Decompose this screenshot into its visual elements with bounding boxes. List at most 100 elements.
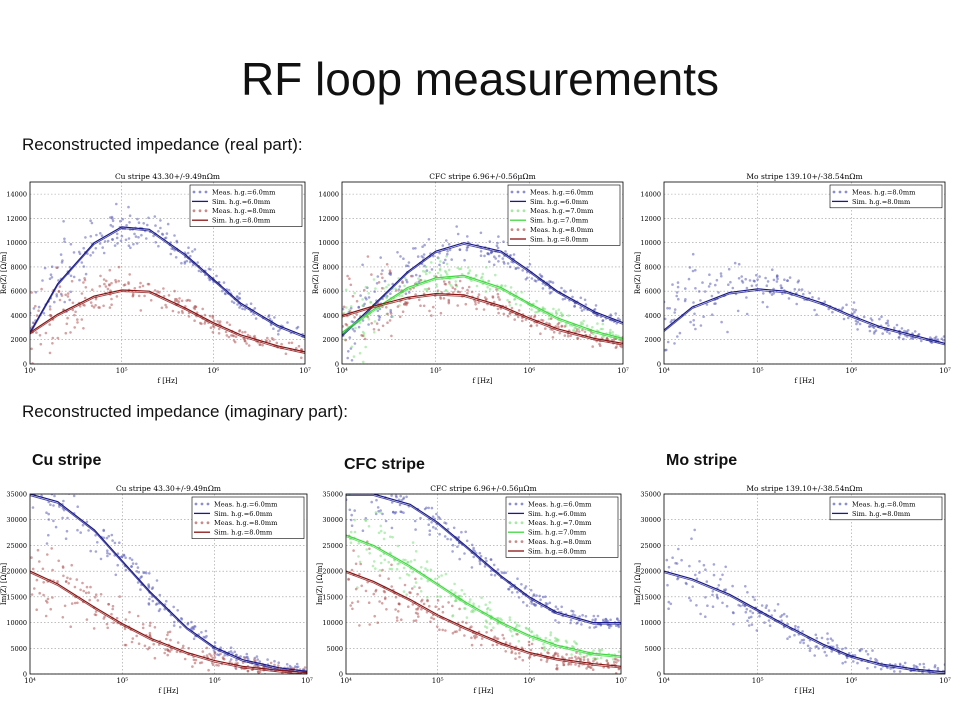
data-point xyxy=(100,234,104,237)
data-point xyxy=(228,660,232,663)
data-point xyxy=(215,274,218,278)
data-point xyxy=(173,289,176,293)
data-point xyxy=(693,528,696,532)
data-point xyxy=(42,488,45,491)
data-point xyxy=(66,316,69,320)
data-point xyxy=(112,621,115,624)
data-point xyxy=(371,488,374,491)
data-point xyxy=(479,554,483,558)
y-tick-label: 0 xyxy=(657,671,661,679)
data-point xyxy=(421,245,424,248)
data-point xyxy=(346,356,349,360)
data-point xyxy=(50,276,54,279)
data-point xyxy=(303,666,307,669)
data-point xyxy=(466,288,469,292)
x-tick-label: 10⁵ xyxy=(430,367,442,375)
data-point xyxy=(906,329,910,332)
data-point xyxy=(826,637,829,641)
legend-entry: Sim. h.g.=7.0mm xyxy=(528,529,587,537)
data-point xyxy=(514,621,517,624)
data-point xyxy=(229,658,233,661)
data-point xyxy=(592,332,595,336)
data-point xyxy=(400,510,403,514)
sim-curve xyxy=(346,494,621,624)
data-point xyxy=(856,320,860,324)
legend-entry: Meas. h.g.=7.0mm xyxy=(528,519,592,527)
data-point xyxy=(367,323,370,326)
data-point xyxy=(451,604,454,608)
data-point xyxy=(815,636,819,640)
data-point xyxy=(245,342,248,345)
data-point xyxy=(715,595,719,599)
sim-curve xyxy=(664,289,945,346)
y-tick-label: 30000 xyxy=(6,516,27,524)
data-point xyxy=(507,587,510,591)
y-tick-label: 20000 xyxy=(640,568,661,576)
data-point xyxy=(227,335,231,339)
data-point xyxy=(107,534,111,538)
data-point xyxy=(368,487,371,490)
data-point xyxy=(379,509,382,512)
data-point xyxy=(725,604,729,608)
data-point xyxy=(417,606,420,609)
data-point xyxy=(675,562,679,565)
data-point xyxy=(73,313,76,317)
series-layer xyxy=(30,202,305,364)
data-point xyxy=(568,657,571,660)
data-point xyxy=(48,277,52,281)
data-point xyxy=(575,651,578,654)
data-point xyxy=(403,583,407,587)
data-point xyxy=(903,329,906,333)
data-point xyxy=(598,342,601,346)
data-point xyxy=(723,588,726,592)
data-point xyxy=(668,376,671,379)
data-point xyxy=(238,329,241,333)
data-point xyxy=(186,251,190,255)
data-point xyxy=(514,291,518,295)
data-point xyxy=(893,670,896,673)
data-point xyxy=(574,663,577,666)
data-point xyxy=(912,664,916,667)
data-point xyxy=(534,279,538,283)
data-point xyxy=(494,273,497,277)
data-point xyxy=(620,345,623,349)
legend-marker xyxy=(516,209,520,213)
data-point xyxy=(444,269,447,273)
data-point xyxy=(381,512,384,516)
data-point xyxy=(193,661,197,665)
x-tick-label: 10⁷ xyxy=(939,367,951,375)
data-point xyxy=(766,280,770,283)
data-point xyxy=(66,292,70,295)
data-point xyxy=(599,656,603,660)
data-point xyxy=(574,655,577,659)
data-point xyxy=(137,642,141,645)
data-point xyxy=(362,332,366,335)
data-point xyxy=(540,275,544,278)
data-point xyxy=(407,605,410,608)
data-point xyxy=(508,304,512,307)
data-point xyxy=(385,296,388,300)
data-point xyxy=(517,596,521,599)
data-point xyxy=(127,244,131,247)
data-point xyxy=(492,300,496,304)
data-point xyxy=(886,321,889,325)
data-point xyxy=(667,607,670,610)
y-tick-label: 10000 xyxy=(318,239,339,247)
data-point xyxy=(538,594,541,598)
data-point xyxy=(820,636,824,640)
data-point xyxy=(84,236,87,239)
data-point xyxy=(52,519,55,523)
data-point xyxy=(933,664,937,667)
y-tick-label: 14000 xyxy=(6,191,27,199)
data-point xyxy=(543,307,547,311)
data-point xyxy=(399,494,402,498)
data-point xyxy=(441,605,445,608)
data-point xyxy=(229,646,233,649)
data-point xyxy=(379,256,382,259)
data-point xyxy=(438,251,441,255)
data-point xyxy=(425,506,428,510)
data-point xyxy=(605,337,609,341)
data-point xyxy=(486,607,489,611)
data-point xyxy=(483,254,486,258)
